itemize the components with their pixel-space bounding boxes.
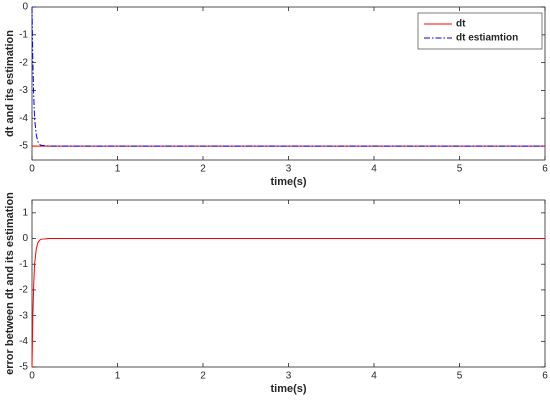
y-tick-label: -4 (19, 336, 28, 347)
y-tick-label: 0 (22, 233, 28, 244)
x-axis-label: time(s) (270, 176, 306, 188)
y-axis-label: dt and its estimation (4, 30, 16, 137)
y-tick-label: -3 (19, 310, 28, 321)
x-tick-label: 5 (457, 164, 463, 175)
y-axis-label: error between dt and its estimation (4, 192, 16, 375)
x-tick-label: 1 (115, 164, 121, 175)
x-tick-label: 0 (29, 164, 35, 175)
data-line (31, 6, 545, 147)
y-tick-label: -3 (19, 85, 28, 96)
y-tick-label: -5 (19, 141, 28, 152)
legend-label: dt estiamtion (456, 33, 518, 44)
y-tick-label: 0 (22, 2, 28, 13)
y-tick-label: -4 (19, 113, 28, 124)
legend-label: dt (456, 19, 466, 30)
x-tick-label: 2 (200, 371, 206, 382)
x-tick-label: 5 (457, 371, 463, 382)
x-tick-label: 1 (115, 371, 121, 382)
x-tick-label: 3 (286, 164, 292, 175)
x-tick-label: 2 (200, 164, 206, 175)
plot-area (31, 199, 546, 368)
y-tick-label: -5 (19, 362, 28, 373)
x-tick-label: 6 (542, 164, 548, 175)
x-tick-label: 0 (29, 371, 35, 382)
x-tick-label: 4 (371, 164, 377, 175)
x-tick-label: 4 (371, 371, 377, 382)
data-line (31, 238, 545, 368)
y-tick-label: 1 (22, 207, 28, 218)
x-tick-label: 6 (542, 371, 548, 382)
y-tick-label: -2 (19, 285, 28, 296)
x-axis-label: time(s) (270, 383, 306, 395)
y-tick-label: -1 (19, 259, 28, 270)
legend-box (417, 12, 543, 50)
y-tick-label: -1 (19, 29, 28, 40)
y-tick-label: -2 (19, 57, 28, 68)
x-tick-label: 3 (286, 371, 292, 382)
